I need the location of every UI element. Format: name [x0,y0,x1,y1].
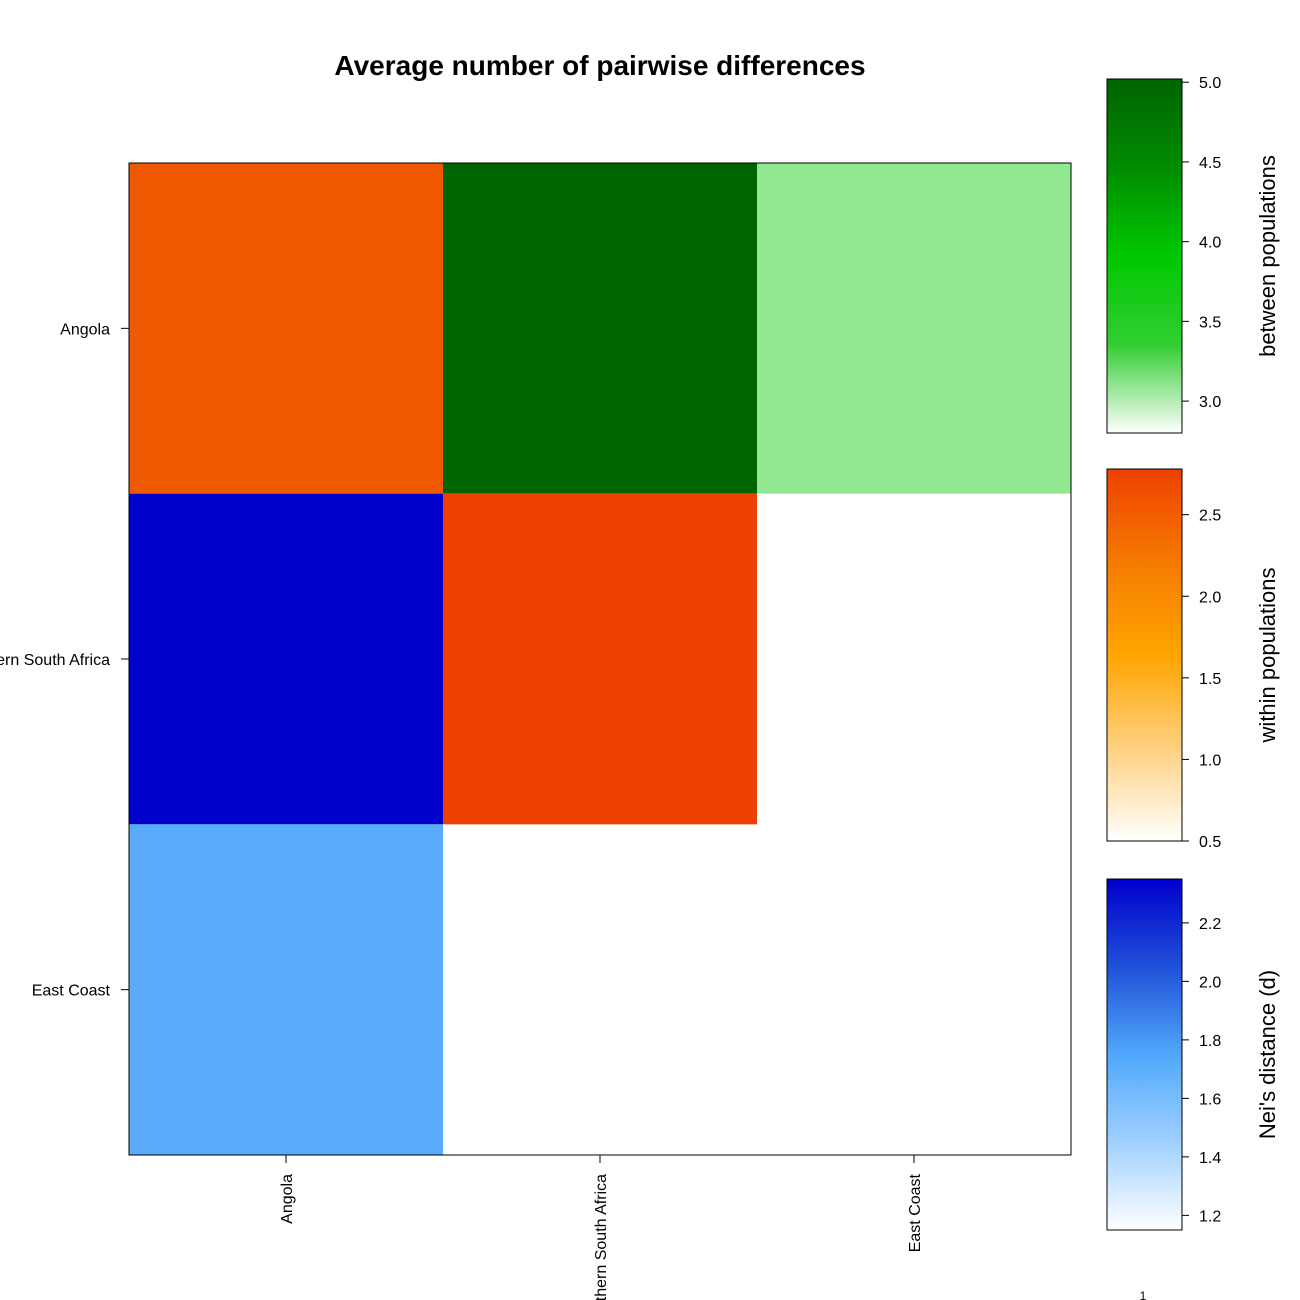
colorbar-label: within populations [1255,568,1280,744]
colorbar-tick-label: 3.0 [1199,394,1221,411]
footnote-mark: 1 [1140,1289,1147,1300]
colorbar-tick-label: 2.2 [1199,916,1221,933]
x-tick-label: Angola [279,1174,296,1224]
heatmap-cells [129,163,1071,1155]
colorbar-tick-label: 4.5 [1199,155,1221,172]
colorbar-tick-label: 3.5 [1199,314,1221,331]
colorbar-between-populations [1106,78,1183,434]
colorbar-within-populations [1106,468,1183,842]
colorbar-tick-label: 1.6 [1199,1091,1221,1108]
colorbar-tick-label: 5.0 [1199,75,1221,92]
colorbar-tick-label: 4.0 [1199,235,1221,252]
colorbar-label: Nei's distance (d) [1255,970,1280,1139]
axis-layer: Angola Southern South Africa East Coast Ang… [0,321,924,1300]
colorbar-tick-label: 1.4 [1199,1150,1221,1167]
x-tick-label: Southern South Africa [593,1174,610,1300]
y-tick-label: East Coast [32,983,111,1000]
heatmap-cell-southern-south-africa-angola [129,493,443,825]
chart-title: Average number of pairwise differences [334,50,865,81]
colorbar-tick-label: 2.0 [1199,974,1221,991]
colorbar-tick-label: 1.2 [1199,1208,1221,1225]
colorbar-tick-label: 1.5 [1199,671,1221,688]
colorbar-tick-label: 0.5 [1199,834,1221,851]
colorbar-tick-label: 2.5 [1199,508,1221,525]
heatmap-cell-angola-east-coast [757,163,1071,494]
y-tick-label: Angola [60,321,110,338]
colorbar-tick-label: 1.0 [1199,752,1221,769]
colorbar-label: between populations [1255,155,1280,357]
colorbar-tick-label: 2.0 [1199,589,1221,606]
heatmap-cell-angola-southern-south-africa [443,163,757,494]
y-tick-label: Southern South Africa [0,652,110,669]
colorbar-nei-s-distance-d [1106,878,1183,1231]
heatmap-cell-east-coast-angola [129,824,443,1155]
heatmap-cell-southern-south-africa-southern-south-africa [443,493,757,825]
heatmap-cell-angola-angola [129,163,443,494]
colorbar-tick-label: 1.8 [1199,1033,1221,1050]
colorbar-layer: 3.0 3.5 4.0 4.5 5.0 between populations 0.5 1.0… [1106,75,1280,1231]
x-tick-label: East Coast [907,1173,924,1252]
